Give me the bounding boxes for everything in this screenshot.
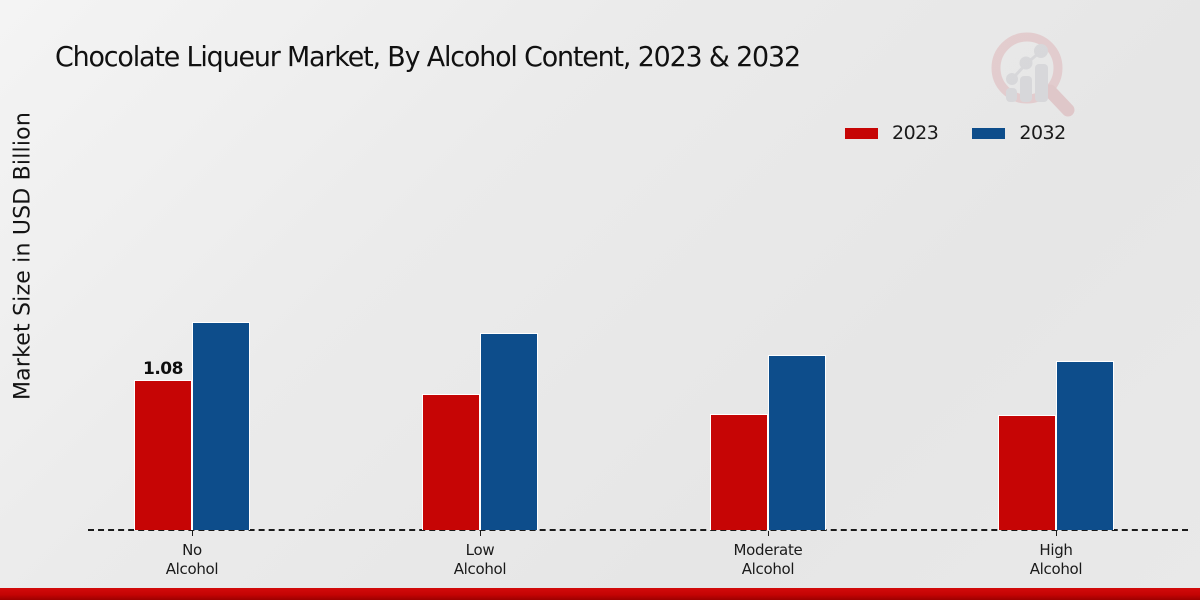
legend-label-2032: 2032: [1019, 122, 1066, 144]
bar-2023-high-alcohol: [998, 415, 1056, 530]
legend-item-2023: 2023: [845, 122, 939, 144]
x-axis-label-low-alcohol: Low Alcohol: [453, 541, 507, 578]
magnifier-barchart-logo-icon: [991, 32, 1075, 117]
legend: 2023 2032: [845, 122, 1066, 144]
legend-swatch-2023: [845, 127, 878, 139]
x-axis-tick: [192, 531, 193, 536]
bar-2032-moderate-alcohol: [768, 355, 826, 530]
x-axis-label-high-alcohol: High Alcohol: [1029, 541, 1083, 578]
bar-2032-low-alcohol: [480, 333, 538, 530]
data-label-2023-no-alcohol: 1.08: [143, 359, 183, 379]
bottom-red-strip: [0, 588, 1200, 600]
legend-swatch-2032: [972, 127, 1006, 139]
legend-item-2032: 2032: [972, 122, 1066, 144]
bar-2032-high-alcohol: [1056, 361, 1114, 530]
bar-2023-no-alcohol: [134, 380, 192, 530]
bar-2023-moderate-alcohol: [710, 414, 768, 530]
x-axis-tick: [480, 531, 481, 536]
x-axis-label-moderate-alcohol: Moderate Alcohol: [733, 541, 803, 578]
bar-2032-no-alcohol: [192, 322, 250, 530]
chart-title: Chocolate Liqueur Market, By Alcohol Con…: [55, 40, 801, 73]
x-axis-tick: [768, 531, 769, 536]
x-axis-tick: [1056, 531, 1057, 536]
x-axis-label-no-alcohol: No Alcohol: [165, 541, 219, 578]
x-axis-baseline: [88, 529, 1188, 531]
legend-label-2023: 2023: [892, 122, 939, 144]
bar-2023-low-alcohol: [422, 394, 480, 530]
